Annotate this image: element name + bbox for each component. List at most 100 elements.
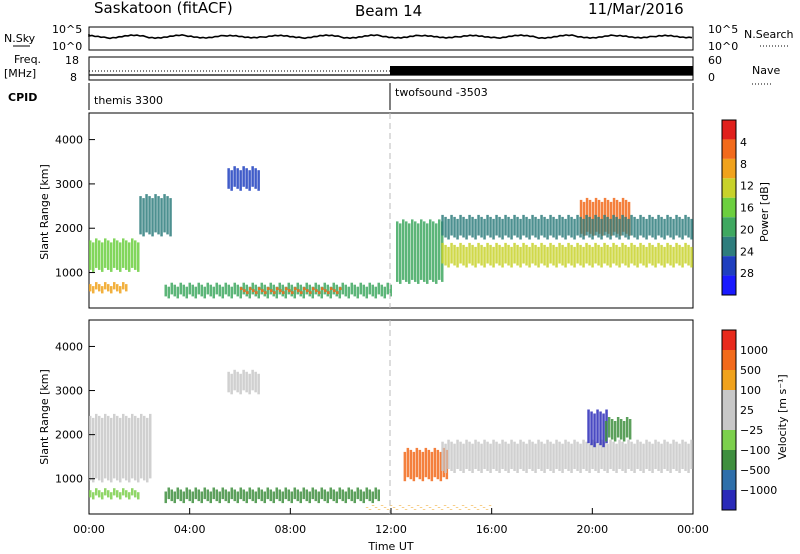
- echo-cell: [588, 216, 591, 238]
- echo-cell: [489, 244, 492, 266]
- echo-cell: [636, 439, 639, 469]
- echo-cell: [254, 491, 257, 504]
- echo-cell: [209, 284, 212, 297]
- echo-cell: [236, 491, 239, 504]
- echo-cell: [154, 194, 157, 233]
- echo-cell: [612, 242, 615, 264]
- echo-cell: [272, 491, 275, 504]
- echo-cell: [639, 214, 642, 236]
- echo-cell: [92, 242, 95, 272]
- echo-cell: [284, 286, 287, 299]
- echo-cell: [669, 216, 672, 238]
- echo-cell: [160, 198, 163, 237]
- echo-cell: [504, 441, 507, 471]
- echo-cell: [687, 244, 690, 266]
- velocity-data: [89, 369, 693, 510]
- freq-panel: Freq. [MHz] 18 8 60 0 Nave: [4, 53, 780, 85]
- echo-cell: [498, 443, 501, 473]
- echo-cell: [444, 244, 447, 266]
- echo-cell: [119, 242, 122, 272]
- echo-cell: [597, 244, 600, 266]
- echo-cell: [462, 244, 465, 266]
- echo-cell: [549, 214, 552, 236]
- echo-cell: [561, 216, 564, 238]
- nave-tick-high: 60: [708, 54, 722, 67]
- echo-cell: [218, 491, 221, 504]
- echo-cell: [365, 487, 368, 500]
- colorbar-swatch: [722, 120, 736, 140]
- colorbar-tick-label: −500: [740, 464, 770, 477]
- power-panel: 1000 2000 3000 4000 Slant Range [km] 4 8 12 16…: [38, 112, 771, 309]
- echo-cell: [636, 246, 639, 268]
- echo-cell: [125, 240, 128, 270]
- echo-cell: [252, 289, 255, 293]
- echo-cell: [561, 244, 564, 266]
- echo-cell: [350, 489, 353, 502]
- colorbar-swatch: [722, 410, 736, 430]
- echo-cell: [654, 439, 657, 469]
- echo-cell: [278, 489, 281, 502]
- echo-cell: [415, 447, 419, 478]
- echo-cell: [230, 286, 233, 299]
- echo-cell: [143, 415, 146, 481]
- echo-cell: [312, 287, 315, 291]
- echo-cell: [344, 284, 347, 297]
- echo-cell: [573, 218, 576, 240]
- echo-cell: [684, 441, 687, 471]
- echo-cell: [621, 197, 625, 232]
- echo-cell: [422, 509, 426, 510]
- echo-cell: [645, 218, 648, 240]
- colorbar-swatch: [722, 217, 736, 237]
- echo-cell: [236, 284, 239, 297]
- echo-cell: [128, 492, 131, 500]
- echo-cell: [230, 373, 233, 395]
- echo-cell: [610, 419, 614, 440]
- echo-cell: [116, 490, 119, 498]
- echo-cell: [642, 216, 645, 238]
- echo-cell: [347, 487, 350, 500]
- echo-cell: [690, 218, 693, 240]
- noise-trace: [88, 33, 693, 40]
- colorbar-swatch: [722, 450, 736, 470]
- echo-cell: [585, 441, 588, 471]
- echo-cell: [119, 492, 122, 500]
- echo-cell: [624, 216, 627, 238]
- echo-cell: [666, 214, 669, 236]
- echo-cell: [609, 246, 612, 268]
- echo-cell: [89, 240, 92, 270]
- echo-cell: [603, 441, 606, 471]
- echo-cell: [233, 166, 236, 187]
- echo-cell: [675, 214, 678, 236]
- colorbar-tick-label: −25: [740, 424, 763, 437]
- echo-cell: [249, 287, 252, 291]
- echo-cell: [263, 284, 266, 297]
- echo-cell: [507, 443, 510, 473]
- echo-cell: [113, 413, 116, 479]
- echo-cell: [687, 216, 690, 238]
- colorbar-swatch: [722, 275, 736, 295]
- echo-cell: [616, 417, 620, 438]
- echo-cell: [587, 409, 590, 444]
- echo-cell: [356, 286, 359, 299]
- beam-title: Beam 14: [355, 2, 422, 20]
- echo-cell: [636, 218, 639, 240]
- x-tick-label: 00:00: [677, 523, 709, 536]
- echo-cell: [453, 216, 456, 238]
- echo-cell: [224, 489, 227, 502]
- echo-cell: [300, 291, 303, 295]
- echo-cell: [306, 289, 309, 293]
- echo-cell: [507, 244, 510, 266]
- echo-cell: [492, 439, 495, 469]
- echo-cell: [600, 218, 603, 240]
- echo-cell: [602, 413, 605, 448]
- echo-cell: [101, 417, 104, 483]
- echo-cell: [113, 238, 116, 268]
- echo-cell: [134, 490, 137, 498]
- echo-cell: [374, 507, 378, 508]
- echo-cell: [470, 505, 474, 506]
- echo-cell: [442, 447, 446, 478]
- echo-cell: [489, 443, 492, 473]
- echo-cell: [267, 287, 270, 291]
- echo-cell: [185, 286, 188, 299]
- echo-cell: [619, 419, 623, 440]
